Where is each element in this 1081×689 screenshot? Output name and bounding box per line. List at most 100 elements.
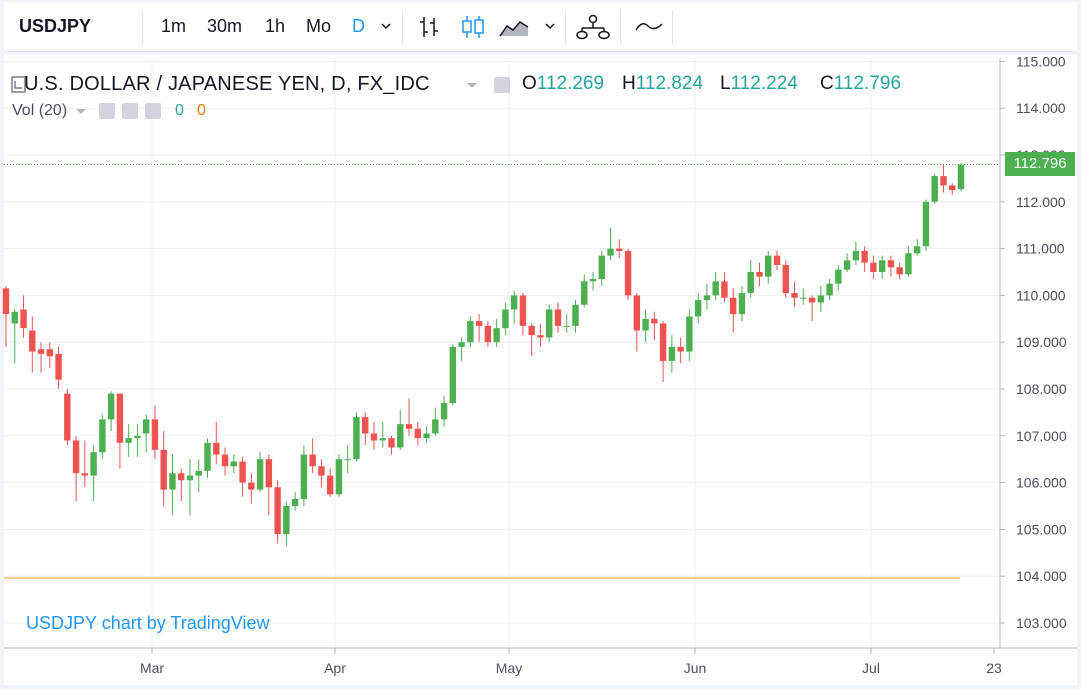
candle-body [90,452,97,476]
candle-body [624,250,632,296]
candle-body [29,330,36,352]
tradingview-watermark-link[interactable]: USDJPY chart by TradingView [26,613,270,633]
candle-body [782,264,789,294]
candle-body [546,309,553,338]
candle-body [318,466,325,476]
timeframe-day[interactable]: D [352,16,365,36]
candle-body [957,164,965,190]
candle-body [20,309,27,329]
eye-icon[interactable] [494,77,510,93]
candle-body [765,255,772,277]
chevron-down-icon[interactable] [75,108,87,116]
candle-body [213,442,220,455]
candle-body [686,316,693,352]
gear-icon[interactable] [122,103,138,119]
chevron-down-icon[interactable] [380,20,392,32]
candle-body [300,454,308,499]
candle-body [528,325,535,336]
candle-body [633,295,641,331]
candle-body [913,246,921,254]
candle-body [677,346,684,352]
chevron-down-icon[interactable] [466,82,478,90]
candle-body [134,435,141,439]
candle-body [344,459,351,461]
candle-body [72,440,80,474]
candle-body [239,461,246,483]
candle-body [274,487,281,535]
symbol-search[interactable]: USDJPY [19,16,92,36]
candle-body [721,281,728,298]
timeframe-1m[interactable]: 1m [161,16,187,36]
time-tick-label: Jun [684,660,707,676]
candle-body [773,255,781,265]
candle-body [642,318,649,331]
candle-body [703,295,711,301]
timeframe-30m[interactable]: 30m [207,16,243,36]
toolbar-separator [620,10,621,44]
low-value: L112.224 [720,73,798,94]
candle-body [738,293,746,315]
candle-body [186,475,194,481]
chevron-down-icon[interactable] [544,20,556,32]
candle-body [843,260,851,270]
eye-icon[interactable] [99,103,115,119]
price-tick-label: 108.000 [1016,381,1067,397]
bar-chart-type-icon[interactable] [418,14,442,40]
candle-body [432,419,439,434]
price-tick-label: 109.000 [1016,334,1067,350]
high-value: H112.824 [622,73,704,94]
candle-body [940,176,947,186]
toolbar-separator [142,10,143,44]
timeframe-month[interactable]: Mo [306,16,332,36]
timeframe-1h[interactable]: 1h [265,16,286,36]
candle-body [537,335,544,338]
collapse-legend-icon[interactable] [11,76,27,94]
compare-line-icon[interactable] [634,14,664,40]
candle-body [362,417,369,434]
candle-body [46,349,54,357]
close-icon[interactable] [145,103,161,119]
toolbar-separator [402,10,403,44]
candle-body [178,473,185,481]
candle-body [791,293,798,298]
toolbar-separator [565,10,566,44]
candle-body [554,309,562,326]
candle-body [81,473,89,476]
price-tick-label: 107.000 [1016,428,1067,444]
chart-pane[interactable] [4,55,1077,685]
candle-body [423,433,430,439]
time-tick-label: May [496,660,522,676]
candle-body [475,321,483,326]
area-chart-type-icon[interactable] [498,14,530,40]
candle-body [905,253,912,275]
price-tick-label: 105.000 [1016,521,1067,537]
candle-body [668,346,676,361]
candle-body [151,419,159,450]
candle-body [107,393,115,420]
candle-body [397,424,404,448]
volume-ma-value: 0 [197,102,206,119]
candle-body [248,482,255,490]
candle-body [730,297,737,315]
candle-body [572,304,579,326]
candle-body [414,428,421,439]
candle-body [230,461,237,467]
candle-body [808,297,816,303]
candle-body [370,433,378,441]
candle-body [353,417,360,460]
candle-body [589,279,597,282]
candle-body [800,297,807,299]
toolbar-separator [672,10,673,44]
candle-body [519,295,527,326]
time-tick-label: 23 [986,660,1002,676]
candle-body [388,438,395,448]
candle-body [379,438,386,441]
indicators-icon[interactable] [574,14,612,42]
candle-body [484,325,492,343]
candle-body [160,449,167,490]
candles-chart-type-icon[interactable] [460,14,486,40]
candle-body [922,201,930,247]
candle-body [405,424,413,429]
candle-body [694,300,702,317]
